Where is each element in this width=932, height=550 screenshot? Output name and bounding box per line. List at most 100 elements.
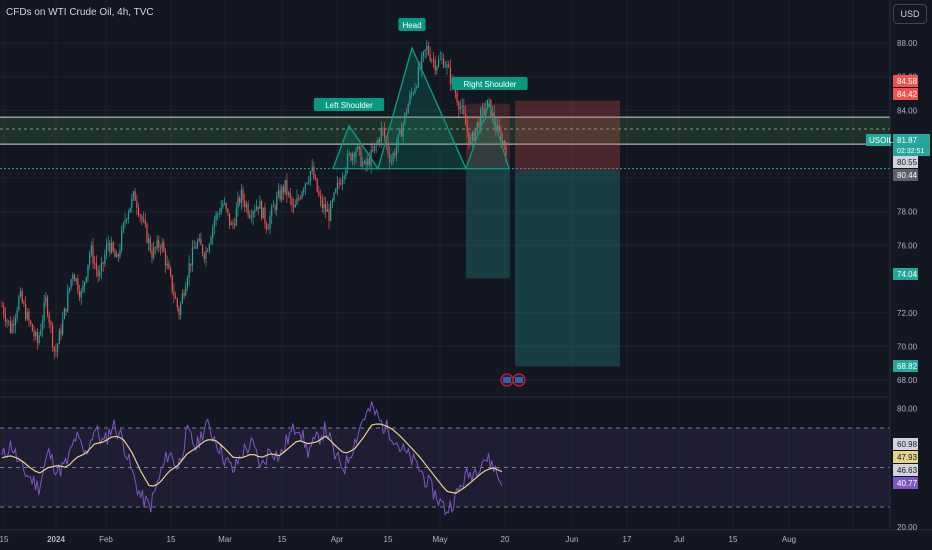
candle-body bbox=[412, 92, 414, 94]
candle-body bbox=[149, 238, 151, 251]
rsi-badge-2-bg bbox=[893, 451, 918, 463]
candle-body bbox=[180, 302, 182, 315]
candle-body bbox=[234, 224, 236, 226]
candle-body bbox=[3, 306, 5, 315]
candle-body bbox=[8, 320, 10, 322]
candle-body bbox=[183, 293, 185, 296]
pattern-outline[interactable] bbox=[332, 45, 510, 171]
rsi-band bbox=[0, 427, 890, 508]
candle-body bbox=[203, 253, 205, 260]
head-shoulders-pattern[interactable] bbox=[332, 45, 510, 171]
candle-body bbox=[318, 191, 320, 196]
candle-body bbox=[255, 206, 258, 211]
candle-body bbox=[36, 332, 38, 344]
head-label: Head bbox=[402, 21, 421, 30]
candle-body bbox=[471, 132, 473, 140]
candle-body bbox=[352, 153, 354, 161]
candle-body bbox=[424, 49, 426, 52]
candle-body bbox=[298, 198, 300, 199]
candle-body bbox=[341, 178, 344, 185]
candle-body bbox=[458, 102, 460, 110]
candle-body bbox=[390, 161, 392, 163]
badge-entry: 80.44 bbox=[897, 171, 918, 180]
candle-body bbox=[163, 242, 165, 252]
time-axis[interactable]: 15 2024 Feb 15 Mar 15 Apr 15 May 20 Jun 17 Jul 15 Aug bbox=[0, 535, 796, 544]
candle-body bbox=[190, 263, 192, 266]
rsi-axis[interactable]: 80.00 20.00 bbox=[897, 404, 918, 532]
short-stop-box[interactable] bbox=[515, 100, 620, 171]
time-tick-label: 15 bbox=[384, 535, 393, 544]
candle-body bbox=[306, 182, 308, 184]
candle-body bbox=[105, 244, 108, 255]
candle-body bbox=[99, 272, 101, 277]
candle-body bbox=[437, 59, 440, 67]
candle-body bbox=[444, 66, 446, 68]
candle-body bbox=[264, 207, 266, 224]
candle-body bbox=[293, 205, 295, 208]
candle-body bbox=[252, 211, 254, 218]
price-tick-label: 72.00 bbox=[897, 309, 918, 318]
candle-body bbox=[40, 330, 42, 336]
currency-button[interactable]: USD bbox=[893, 4, 927, 24]
candle-body bbox=[330, 202, 332, 221]
rsi-line bbox=[1, 401, 503, 516]
candle-body bbox=[395, 146, 398, 156]
candle-body bbox=[186, 278, 189, 288]
candle-body bbox=[110, 242, 113, 253]
candle-body bbox=[213, 220, 215, 228]
candle-body bbox=[94, 263, 96, 265]
candle-body bbox=[46, 297, 49, 315]
small-target-box[interactable] bbox=[466, 168, 510, 279]
candle-body bbox=[335, 189, 337, 193]
candle-body bbox=[245, 204, 248, 208]
pattern-labels: Left Shoulder Head Right Shoulder bbox=[313, 18, 528, 111]
candle-body bbox=[227, 208, 229, 214]
candle-body bbox=[269, 216, 271, 229]
time-tick-label: Mar bbox=[218, 535, 232, 544]
candle-body bbox=[384, 128, 386, 138]
candle-body bbox=[503, 140, 505, 147]
candle-body bbox=[466, 124, 468, 132]
candle-body bbox=[222, 203, 224, 208]
candle-body bbox=[100, 262, 103, 273]
candle-body bbox=[294, 204, 296, 208]
candle-body bbox=[185, 287, 187, 296]
candle-body bbox=[346, 153, 349, 170]
candle-body bbox=[50, 322, 52, 326]
candle-body bbox=[244, 200, 246, 208]
candle-body bbox=[158, 240, 160, 248]
candle-body bbox=[142, 219, 145, 221]
candle-body bbox=[340, 183, 342, 185]
candle-body bbox=[82, 285, 84, 292]
time-tick-label: May bbox=[432, 535, 447, 544]
candle-body bbox=[28, 311, 30, 321]
candle-body bbox=[188, 263, 190, 279]
candle-body bbox=[121, 230, 123, 250]
candle-body bbox=[449, 67, 451, 84]
candle-body bbox=[156, 240, 158, 249]
candle-body bbox=[6, 320, 8, 322]
candle-body bbox=[31, 324, 33, 332]
candle-body bbox=[92, 245, 94, 264]
candle-body bbox=[153, 247, 155, 258]
candle-body bbox=[247, 204, 249, 215]
candle-body bbox=[75, 278, 77, 282]
candle-body bbox=[355, 150, 357, 158]
event-icons[interactable] bbox=[500, 373, 526, 387]
short-target-box[interactable] bbox=[515, 170, 620, 367]
candle-body bbox=[200, 238, 202, 246]
badge-target: 68.82 bbox=[897, 362, 918, 371]
pattern-fill[interactable] bbox=[333, 48, 509, 169]
position-boxes[interactable] bbox=[466, 100, 620, 367]
candle-body bbox=[378, 139, 381, 142]
candle-body bbox=[473, 132, 475, 142]
candle-body bbox=[144, 219, 146, 225]
candle-body bbox=[60, 330, 62, 335]
candle-body bbox=[104, 254, 106, 264]
candle-body bbox=[109, 242, 111, 253]
candle-body bbox=[502, 140, 504, 144]
candle-body bbox=[443, 58, 445, 68]
candle-body bbox=[212, 227, 214, 239]
candle-body bbox=[208, 244, 210, 252]
